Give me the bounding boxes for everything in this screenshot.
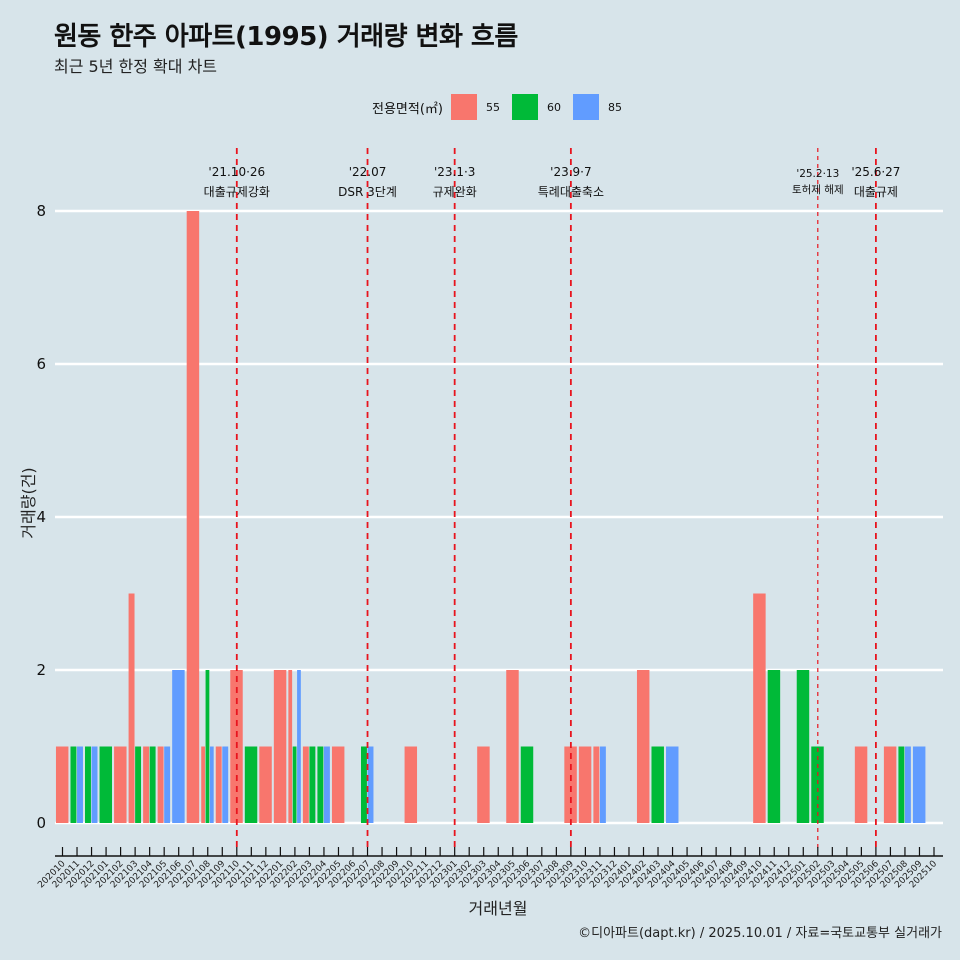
y-tick-label: 2 xyxy=(36,661,46,679)
annotation-date: '25.6·27 xyxy=(851,165,900,179)
bar-85-202106 xyxy=(172,670,185,823)
y-tick-label: 6 xyxy=(36,355,46,373)
bar-60-202204 xyxy=(317,746,324,823)
bar-55-202310 xyxy=(578,746,592,823)
bar-55-202303 xyxy=(477,746,490,823)
bar-55-202203 xyxy=(302,746,309,823)
legend-label-55: 55 xyxy=(485,100,500,114)
annotation-date: '21.10·26 xyxy=(208,165,265,179)
annotation-date: '25.2·13 xyxy=(796,168,839,180)
bar-55-202109 xyxy=(215,746,222,823)
bar-60-202403 xyxy=(651,746,664,823)
bar-55-202202 xyxy=(288,670,293,823)
bar-85-202404 xyxy=(666,746,679,823)
bar-55-202505 xyxy=(854,746,868,823)
bar-55-202402 xyxy=(636,670,650,823)
bar-55-202107 xyxy=(186,211,200,823)
bar-60-202501 xyxy=(796,670,810,823)
bar-55-202210 xyxy=(404,746,418,823)
y-axis: 0 2 4 6 8 xyxy=(36,202,46,832)
bar-85-202012 xyxy=(91,746,98,823)
legend-key-55 xyxy=(450,94,477,120)
bar-55-202108 xyxy=(201,746,205,823)
bar-85-202202 xyxy=(297,670,301,823)
bar-55-202112 xyxy=(259,746,272,823)
bar-60-202202 xyxy=(292,746,297,823)
legend-key-85 xyxy=(572,94,599,120)
bar-55-202201 xyxy=(273,670,287,823)
bar-55-202507 xyxy=(883,746,897,823)
gridlines xyxy=(55,209,943,825)
bar-55-202305 xyxy=(506,670,519,823)
bar-85-202311 xyxy=(599,746,606,823)
bar-60-202508 xyxy=(898,746,905,823)
bar-85-202011 xyxy=(77,746,83,823)
bar-60-202207 xyxy=(360,746,367,823)
annotation-labels: '21.10·26 대출규제강화 '22.07 DSR 3단계 '23.1·3 규제완화 '… xyxy=(204,165,901,199)
bar-55-202010 xyxy=(55,746,69,823)
bar-85-202509 xyxy=(912,746,926,823)
bar-85-202508 xyxy=(904,746,911,823)
annotation-date: '23.9·7 xyxy=(550,165,591,179)
bar-60-202104 xyxy=(149,746,156,823)
legend-label-85: 85 xyxy=(607,100,622,114)
legend-key-60 xyxy=(511,94,538,120)
bar-60-202103 xyxy=(135,746,142,823)
bar-60-202502 xyxy=(811,746,824,823)
y-tick-label: 4 xyxy=(36,508,46,526)
bar-60-202012 xyxy=(85,746,91,823)
bar-85-202109 xyxy=(222,746,229,823)
annotation-label: 토허제 해제 xyxy=(792,183,844,196)
bar-55-202103 xyxy=(128,593,135,823)
bar-55-202309 xyxy=(564,746,577,823)
x-axis-title: 거래년월 xyxy=(469,899,528,918)
bar-55-202311 xyxy=(593,746,600,823)
annotation-label: 대출규제강화 xyxy=(204,185,270,199)
y-tick-label: 0 xyxy=(36,814,46,832)
annotation-label: 규제완화 xyxy=(433,185,477,199)
legend: 전용면적(㎡) 55 60 85 xyxy=(372,93,634,121)
bar-60-202011 xyxy=(70,746,77,823)
annotation-date: '22.07 xyxy=(349,165,387,179)
annotation-label: 대출규제 xyxy=(854,185,898,199)
bar-60-202108 xyxy=(205,670,210,823)
bar-55-202205 xyxy=(331,746,345,823)
chart-subtitle: 최근 5년 한정 확대 차트 xyxy=(54,57,218,76)
chart-title: 원동 한주 아파트(1995) 거래량 변화 흐름 xyxy=(54,22,518,52)
bar-55-202410 xyxy=(753,593,766,823)
bar-60-202306 xyxy=(520,746,534,823)
bar-85-202204 xyxy=(323,746,330,823)
bar-60-202101 xyxy=(99,746,113,823)
annotation-label: DSR 3단계 xyxy=(338,185,397,199)
annotation-lines xyxy=(235,148,877,852)
y-axis-title: 거래량(건) xyxy=(19,467,38,538)
bar-60-202203 xyxy=(309,746,316,823)
bar-55-202104 xyxy=(143,746,150,823)
bar-60-202111 xyxy=(244,746,258,823)
bar-85-202207 xyxy=(367,746,374,823)
bar-85-202108 xyxy=(209,746,214,823)
annotation-label: 특례대출축소 xyxy=(538,185,604,199)
annotation-date: '23.1·3 xyxy=(434,165,475,179)
x-axis: 2020102020112020122021012021022021032021… xyxy=(36,847,943,890)
y-tick-label: 8 xyxy=(36,202,46,220)
legend-label-60: 60 xyxy=(546,100,561,114)
bar-85-202105 xyxy=(164,746,171,823)
legend-title: 전용면적(㎡) xyxy=(372,101,443,117)
source-credit: ©디아파트(dapt.kr) / 2025.10.01 / 자료=국토교통부 실… xyxy=(578,926,942,941)
bar-60-202411 xyxy=(767,670,781,823)
bar-55-202102 xyxy=(114,746,127,823)
bar-55-202105 xyxy=(157,746,164,823)
